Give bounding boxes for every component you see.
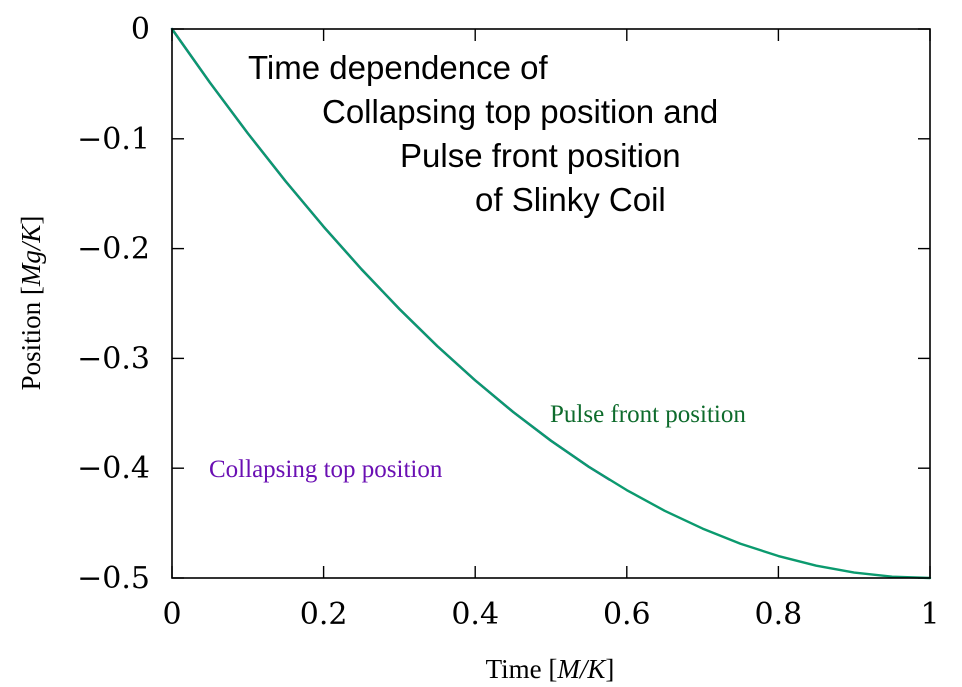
- series-line-pulse-front-position: [170, 27, 932, 580]
- series-lines: [170, 27, 932, 580]
- title-line-4: of Slinky Coil: [475, 181, 666, 218]
- x-tick-label-4: 0.8: [755, 597, 803, 632]
- y-axis-label-prefix: Position [: [16, 286, 46, 390]
- x-tick-label-0: 0: [162, 597, 181, 632]
- title-line-2: Collapsing top position and: [322, 93, 718, 130]
- y-tick-label-3: −0.3: [77, 341, 150, 376]
- x-tick-label-3: 0.6: [603, 597, 651, 632]
- y-tick-label-5: −0.5: [77, 561, 150, 596]
- x-axis-label: Time [M/K]: [486, 654, 615, 684]
- plot-frame: [171, 28, 931, 579]
- tick-labels: 0 0.2 0.4 0.6 0.8 1 0 −0.1 −0.2 −0.3 −0.4 −0.5: [77, 12, 939, 632]
- x-tick-label-1: 0.2: [300, 597, 348, 632]
- y-axis-label: Position [Mg/K]: [16, 216, 46, 391]
- y-axis-label-unit: Mg/K: [16, 223, 46, 287]
- chart-title: Time dependence of Collapsing top positi…: [248, 49, 718, 218]
- x-tick-label-2: 0.4: [451, 597, 499, 632]
- title-line-3: Pulse front position: [400, 137, 681, 174]
- x-axis-label-prefix: Time [: [486, 654, 558, 684]
- series-label-pulse-front: Pulse front position: [550, 401, 746, 428]
- x-axis-label-suffix: ]: [605, 654, 614, 684]
- y-tick-label-4: −0.4: [77, 451, 150, 486]
- y-tick-label-2: −0.2: [77, 232, 150, 267]
- x-axis-label-unit: M/K: [556, 654, 607, 684]
- title-line-1: Time dependence of: [248, 49, 548, 86]
- x-tick-label-5: 1: [920, 597, 939, 632]
- series-label-collapsing-top: Collapsing top position: [209, 456, 443, 483]
- y-axis-label-suffix: ]: [16, 216, 46, 225]
- y-tick-label-0: 0: [131, 12, 150, 47]
- y-tick-label-1: −0.1: [77, 122, 150, 157]
